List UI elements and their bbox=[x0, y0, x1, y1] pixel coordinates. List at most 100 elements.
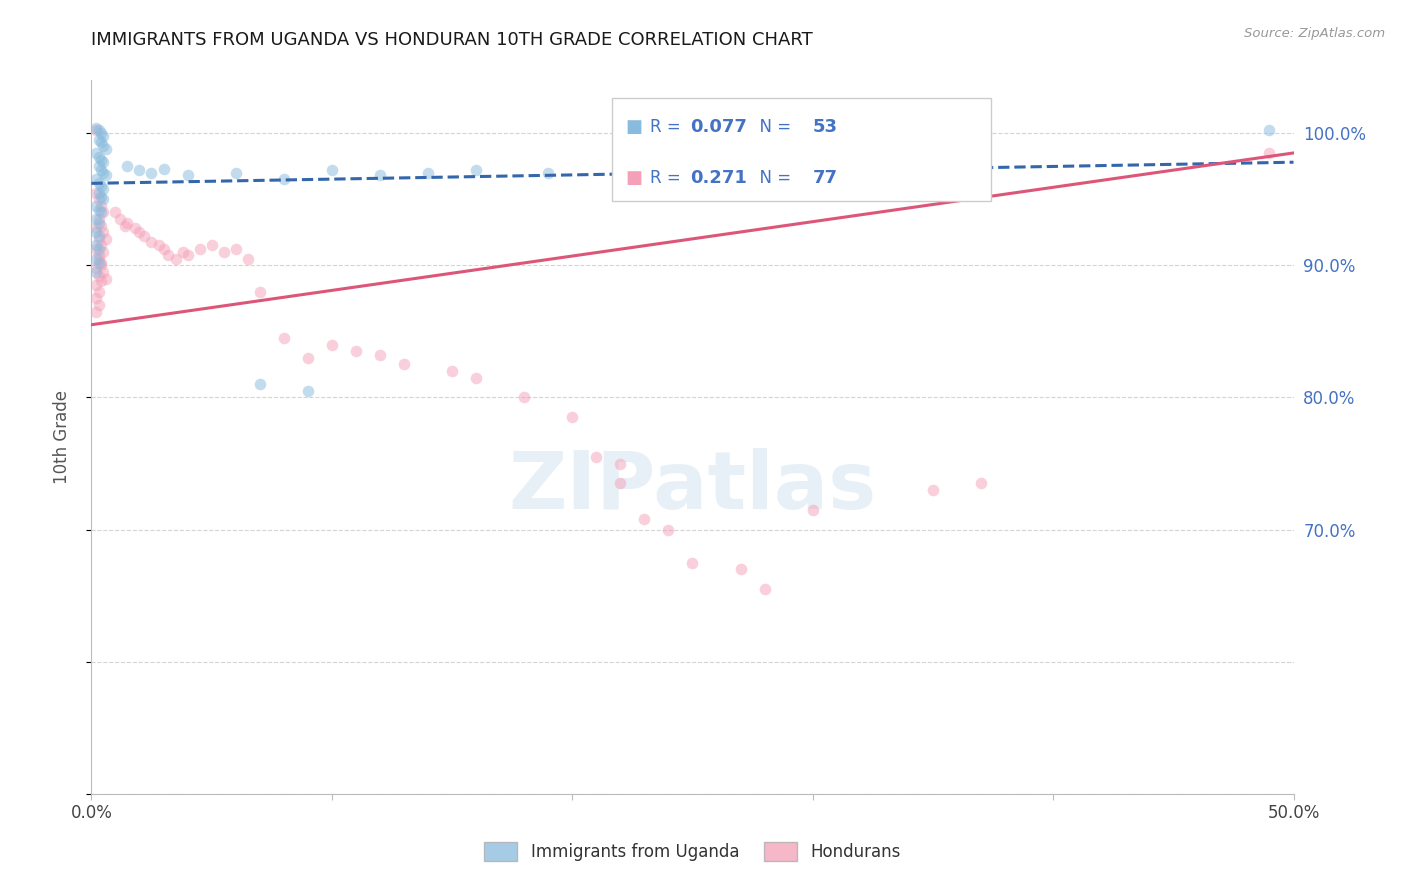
Point bbox=[110, 212, 132, 227]
Point bbox=[87, 298, 110, 312]
Point bbox=[90, 258, 112, 272]
Point bbox=[84, 221, 107, 235]
Point bbox=[87, 133, 110, 147]
Point bbox=[416, 166, 439, 180]
Point bbox=[297, 384, 319, 398]
Point bbox=[273, 331, 295, 345]
Point bbox=[93, 181, 115, 195]
Point bbox=[87, 159, 110, 173]
Point bbox=[90, 255, 112, 269]
Point bbox=[114, 219, 136, 233]
Point bbox=[87, 255, 110, 269]
Point bbox=[87, 192, 110, 206]
Point bbox=[90, 189, 112, 203]
Point bbox=[633, 512, 655, 526]
Point bbox=[609, 457, 631, 471]
Point bbox=[90, 219, 112, 233]
Point bbox=[141, 166, 163, 180]
Point bbox=[681, 556, 703, 570]
Point bbox=[368, 348, 391, 362]
Point bbox=[465, 163, 488, 178]
Point bbox=[537, 166, 560, 180]
Point bbox=[84, 123, 107, 137]
Point bbox=[84, 172, 107, 186]
Text: 77: 77 bbox=[813, 169, 838, 187]
Point bbox=[93, 128, 115, 143]
Point bbox=[236, 252, 259, 266]
Point bbox=[124, 221, 146, 235]
Legend: Immigrants from Uganda, Hondurans: Immigrants from Uganda, Hondurans bbox=[477, 835, 908, 868]
Point bbox=[90, 205, 112, 219]
Point bbox=[225, 243, 247, 257]
Point bbox=[657, 523, 679, 537]
Point bbox=[90, 179, 112, 194]
Point bbox=[922, 483, 945, 497]
Point bbox=[87, 232, 110, 246]
Point bbox=[87, 216, 110, 230]
Point bbox=[117, 216, 139, 230]
Point bbox=[561, 410, 583, 425]
Text: R =: R = bbox=[650, 169, 686, 187]
Point bbox=[84, 238, 107, 252]
Point bbox=[90, 136, 112, 150]
Point bbox=[730, 123, 752, 137]
Point bbox=[754, 582, 776, 596]
Y-axis label: 10th Grade: 10th Grade bbox=[52, 390, 70, 484]
Point bbox=[201, 238, 224, 252]
Point bbox=[585, 450, 607, 464]
Point bbox=[141, 235, 163, 249]
Point bbox=[87, 202, 110, 217]
Point bbox=[90, 238, 112, 252]
Point bbox=[176, 248, 198, 262]
Text: Source: ZipAtlas.com: Source: ZipAtlas.com bbox=[1244, 27, 1385, 40]
Point bbox=[87, 248, 110, 262]
Point bbox=[90, 153, 112, 167]
Point bbox=[87, 229, 110, 244]
Point bbox=[93, 139, 115, 153]
Point bbox=[273, 172, 295, 186]
Point bbox=[609, 476, 631, 491]
Point bbox=[84, 260, 107, 275]
Text: R =: R = bbox=[650, 118, 686, 136]
Point bbox=[148, 238, 170, 252]
Point bbox=[249, 285, 271, 299]
Point bbox=[754, 126, 776, 140]
Point bbox=[93, 205, 115, 219]
Point bbox=[84, 252, 107, 266]
Point bbox=[84, 225, 107, 239]
Point bbox=[152, 161, 174, 176]
Point bbox=[1258, 145, 1281, 160]
Point bbox=[84, 145, 107, 160]
Point bbox=[440, 364, 463, 378]
Text: 53: 53 bbox=[813, 118, 838, 136]
Point bbox=[321, 337, 343, 351]
Text: IMMIGRANTS FROM UGANDA VS HONDURAN 10TH GRADE CORRELATION CHART: IMMIGRANTS FROM UGANDA VS HONDURAN 10TH … bbox=[91, 31, 813, 49]
Text: 0.271: 0.271 bbox=[690, 169, 747, 187]
Point bbox=[84, 212, 107, 227]
Point bbox=[87, 268, 110, 283]
Point bbox=[188, 243, 211, 257]
Point bbox=[87, 123, 110, 137]
Point bbox=[84, 278, 107, 293]
Point bbox=[90, 199, 112, 213]
Point bbox=[730, 562, 752, 576]
Point bbox=[172, 245, 194, 260]
Point bbox=[84, 120, 107, 135]
Point bbox=[134, 229, 156, 244]
Point bbox=[93, 192, 115, 206]
Point bbox=[249, 377, 271, 392]
Point bbox=[152, 243, 174, 257]
Point bbox=[297, 351, 319, 365]
Point bbox=[157, 248, 180, 262]
Point bbox=[801, 502, 824, 516]
Point bbox=[84, 243, 107, 257]
Text: ZIPatlas: ZIPatlas bbox=[509, 448, 876, 526]
Point bbox=[165, 252, 187, 266]
Point bbox=[212, 245, 235, 260]
Point bbox=[90, 274, 112, 288]
Point bbox=[93, 166, 115, 180]
Text: N =: N = bbox=[749, 118, 797, 136]
Point bbox=[344, 344, 367, 359]
Point bbox=[87, 243, 110, 257]
Point bbox=[90, 163, 112, 178]
